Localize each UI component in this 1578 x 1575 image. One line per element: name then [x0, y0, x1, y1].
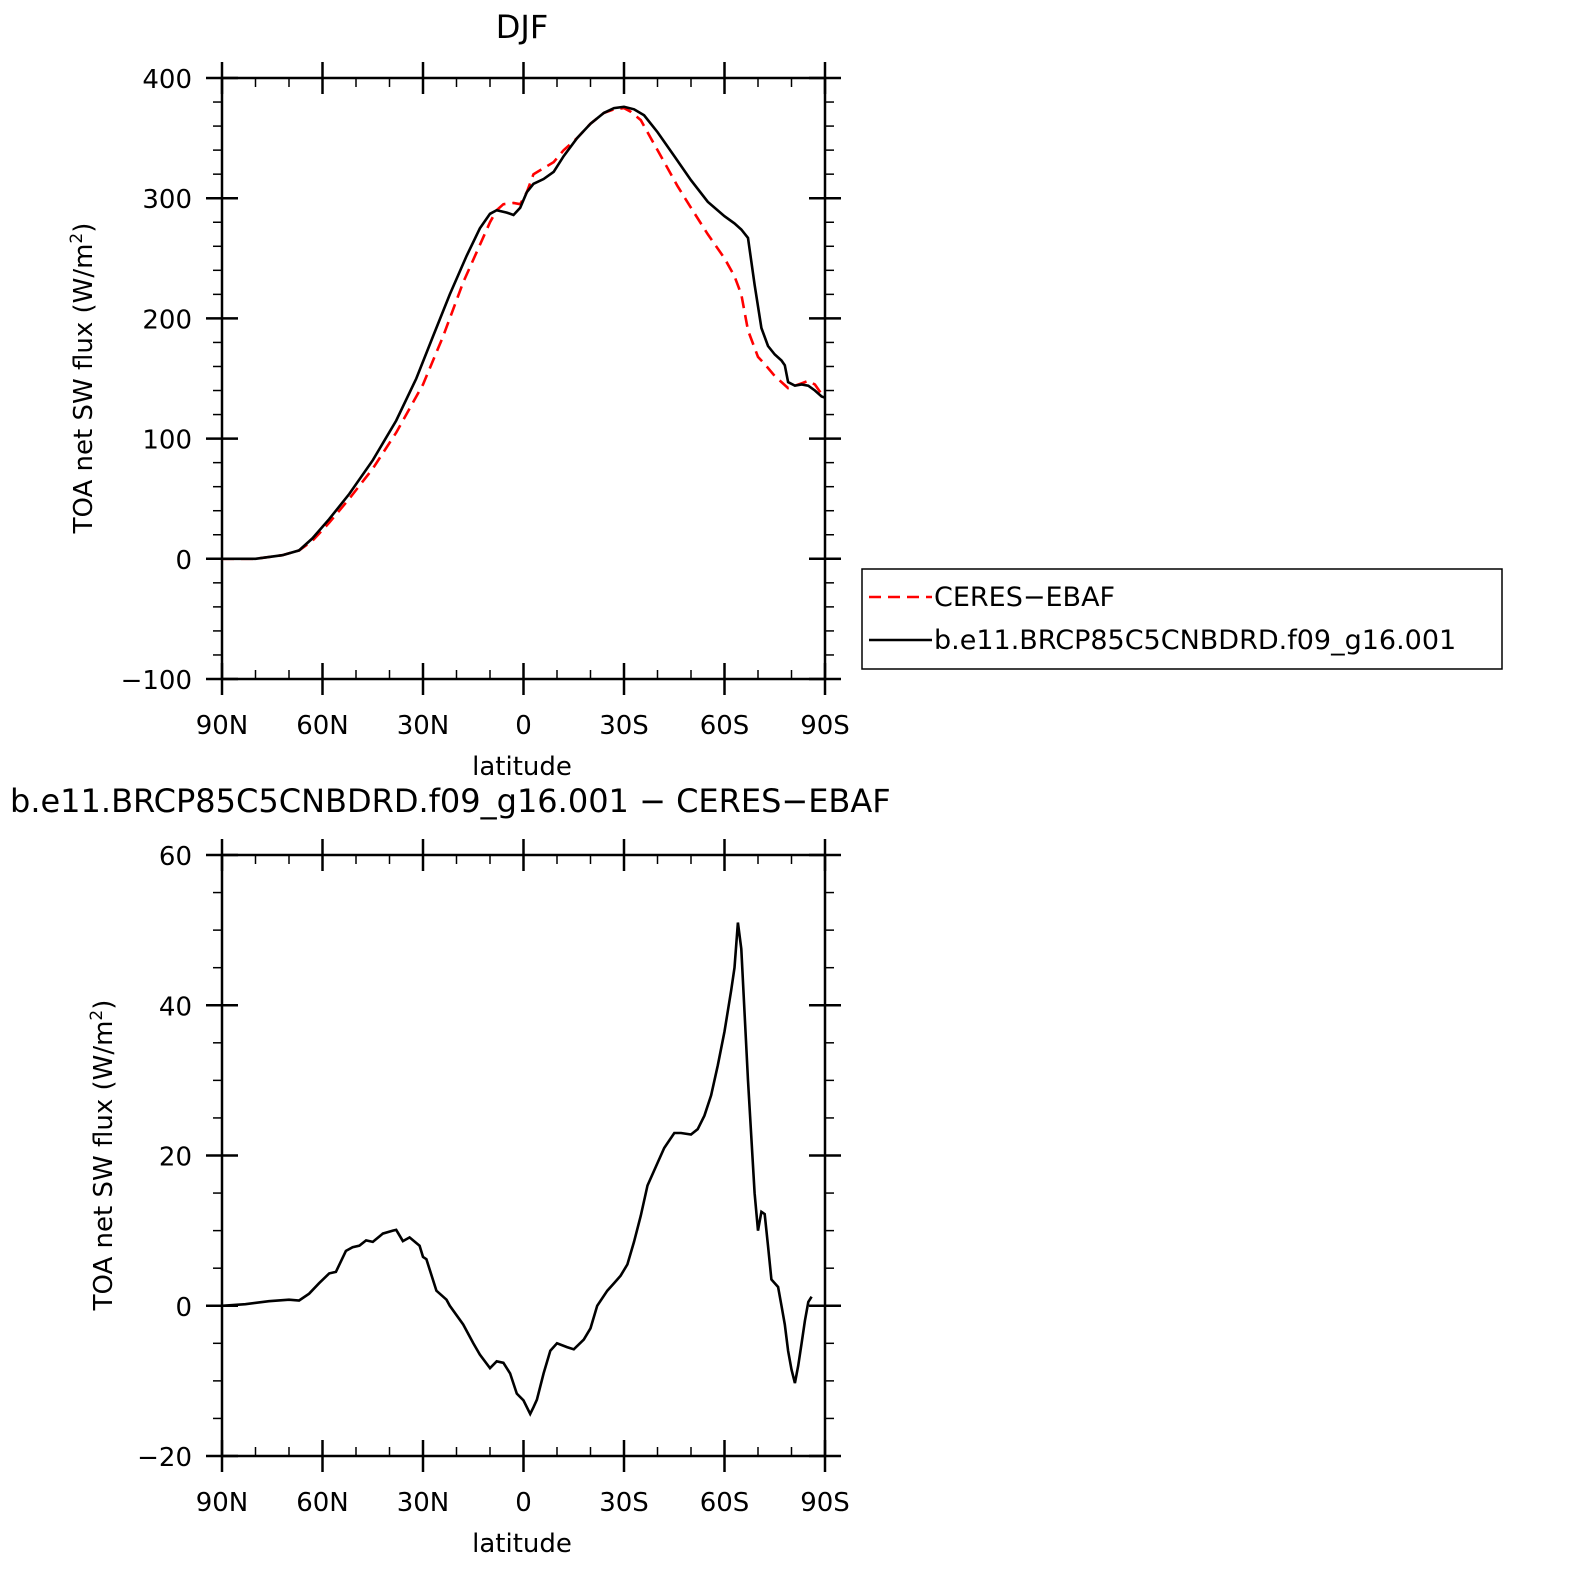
x-tick-label: 30S	[599, 1488, 649, 1518]
x-tick-label: 90N	[196, 1488, 249, 1518]
bottom-title: b.e11.BRCP85C5CNBDRD.f09_g16.001 − CERES…	[10, 782, 891, 820]
bottom-difference-line	[221, 922, 813, 1417]
x-tick-label: 90N	[196, 711, 249, 741]
top-x-tick-labels: 90N 60N 30N 0 30S 60S 90S	[196, 711, 850, 741]
top-y-tick-labels: 400 300 200 100 0 −100	[121, 65, 192, 696]
top-x-axis-label: latitude	[472, 752, 572, 782]
y-tick-label: 0	[175, 546, 192, 576]
y-tick-label: 20	[159, 1143, 192, 1173]
legend-box	[861, 568, 1503, 670]
y-tick-label: 60	[159, 842, 192, 872]
x-tick-label: 60S	[700, 1488, 750, 1518]
bottom-x-axis-label: latitude	[472, 1529, 572, 1559]
x-tick-label: 0	[515, 711, 532, 741]
bottom-x-tick-labels: 90N 60N 30N 0 30S 60S 90S	[196, 1488, 850, 1518]
y-tick-label: 300	[142, 185, 192, 215]
top-plot-frame	[220, 76, 827, 681]
bottom-y-axis-label: TOA net SW flux (W/m2)	[87, 1000, 119, 1312]
legend-ceres-label: CERES−EBAF	[934, 582, 1115, 613]
x-tick-label: 30N	[397, 711, 450, 741]
top-series-ceres-ebaf-line	[222, 106, 826, 561]
x-tick-label: 60N	[296, 711, 349, 741]
bottom-panel: b.e11.BRCP85C5CNBDRD.f09_g16.001 − CERES…	[10, 782, 891, 1559]
legend: CERES−EBAF b.e11.BRCP85C5CNBDRD.f09_g16.…	[861, 568, 1503, 670]
top-panel: DJF 90N 60N 30N 0 30S 60S 90S 400 300 200 100 0 −10…	[67, 8, 1503, 782]
x-tick-label: 90S	[800, 1488, 850, 1518]
y-tick-label: −20	[137, 1443, 192, 1473]
y-tick-label: 100	[142, 426, 192, 456]
top-series-model-line	[222, 105, 826, 561]
x-tick-label: 0	[515, 1488, 532, 1518]
y-tick-label: 40	[159, 992, 192, 1022]
y-tick-label: 200	[142, 305, 192, 335]
x-tick-label: 60N	[296, 1488, 349, 1518]
x-tick-label: 30N	[397, 1488, 450, 1518]
legend-model-label: b.e11.BRCP85C5CNBDRD.f09_g16.001	[934, 625, 1456, 656]
top-tick-marks	[206, 62, 841, 695]
top-title: DJF	[496, 8, 548, 46]
bottom-y-tick-labels: 60 40 20 0 −20	[137, 842, 192, 1473]
y-tick-label: −100	[121, 666, 192, 696]
y-tick-label: 400	[142, 65, 192, 95]
x-tick-label: 60S	[700, 711, 750, 741]
x-tick-label: 30S	[599, 711, 649, 741]
top-y-axis-label: TOA net SW flux (W/m2)	[67, 223, 99, 535]
x-tick-label: 90S	[800, 711, 850, 741]
bottom-plot-frame	[220, 853, 827, 1458]
y-tick-label: 0	[175, 1293, 192, 1323]
bottom-tick-marks	[206, 839, 841, 1472]
